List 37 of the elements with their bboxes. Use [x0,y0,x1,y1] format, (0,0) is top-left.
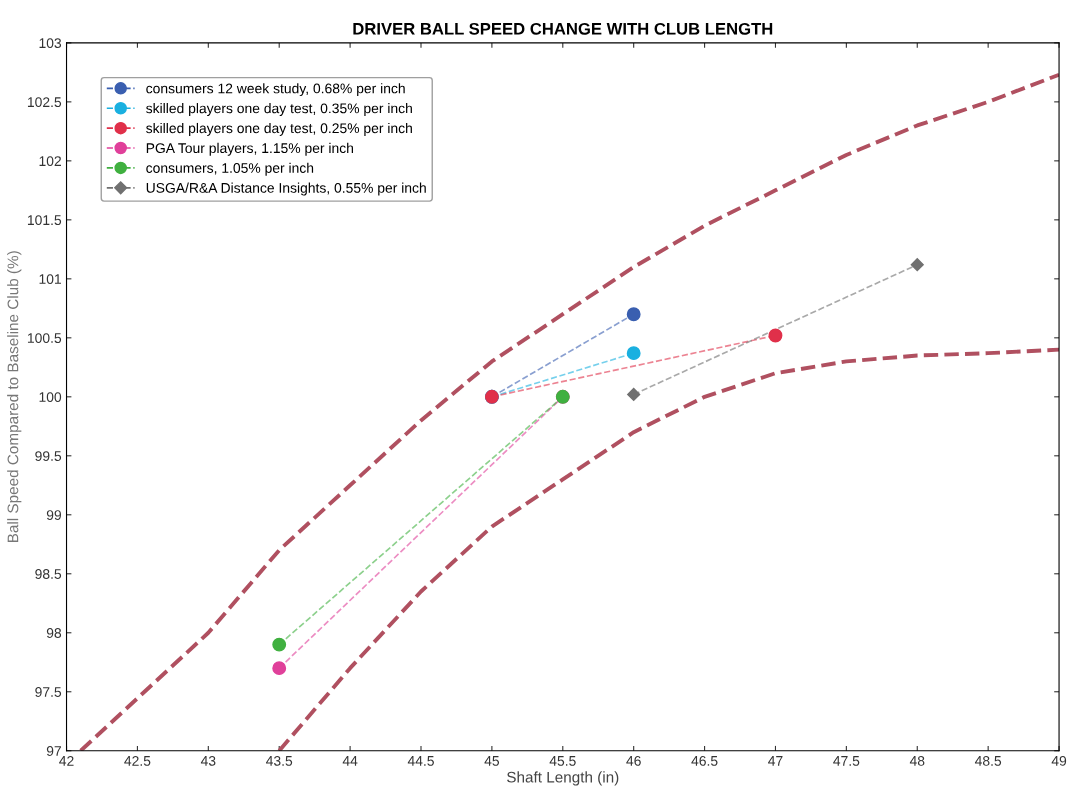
x-tick-label: 48 [909,755,925,766]
x-tick-label: 44.5 [407,756,434,766]
y-tick-label: 102.5 [27,97,62,108]
x-tick-label: 47.5 [833,756,860,766]
y-tick-label: 99 [46,510,62,520]
x-tick-label: 44 [342,756,358,766]
legend-label: consumers 12 week study, 0.68% per inch [146,83,405,97]
y-axis-title: Ball Speed Compared to Baseline Club (%) [7,251,22,543]
legend-label: PGA Tour players, 1.15% per inch [146,142,353,156]
x-tick-label: 46 [626,755,641,766]
x-tick-label: 47 [768,756,783,766]
y-tick-label: 100 [39,392,62,402]
chart-title: DRIVER BALL SPEED CHANGE WITH CLUB LENGTH [353,22,773,35]
y-tick-label: 101 [39,274,61,284]
x-axis-title: Shaft Length (in) [507,771,619,786]
y-tick-label: 97 [46,746,61,756]
x-tick-label: 45.5 [549,756,576,766]
legend-label: skilled players one day test, 0.25% per inch [146,122,412,136]
y-tick-label: 97.5 [35,687,62,697]
x-tick-label: 48.5 [974,755,1002,766]
legend-label: consumers, 1.05% per inch [146,162,314,176]
x-tick-label: 49 [1051,755,1067,766]
legend-label: skilled players one day test, 0.35% per inch [146,103,412,116]
y-tick-label: 99.5 [35,451,62,461]
y-tick-label: 101.5 [27,215,62,226]
legend-label: USGA/R&A Distance Insights, 0.55% per inch [146,182,426,196]
x-tick-label: 46.5 [691,755,718,766]
y-tick-label: 100.5 [27,333,62,343]
x-tick-label: 45 [484,756,500,766]
y-tick-label: 98.5 [35,569,62,579]
y-tick-label: 102 [39,156,61,167]
x-tick-label: 42 [59,755,74,766]
y-tick-label: 98 [46,628,62,638]
y-tick-label: 103 [39,38,62,49]
x-tick-label: 43.5 [266,755,293,766]
x-tick-label: 42.5 [124,755,151,766]
x-tick-label: 43 [200,755,216,766]
